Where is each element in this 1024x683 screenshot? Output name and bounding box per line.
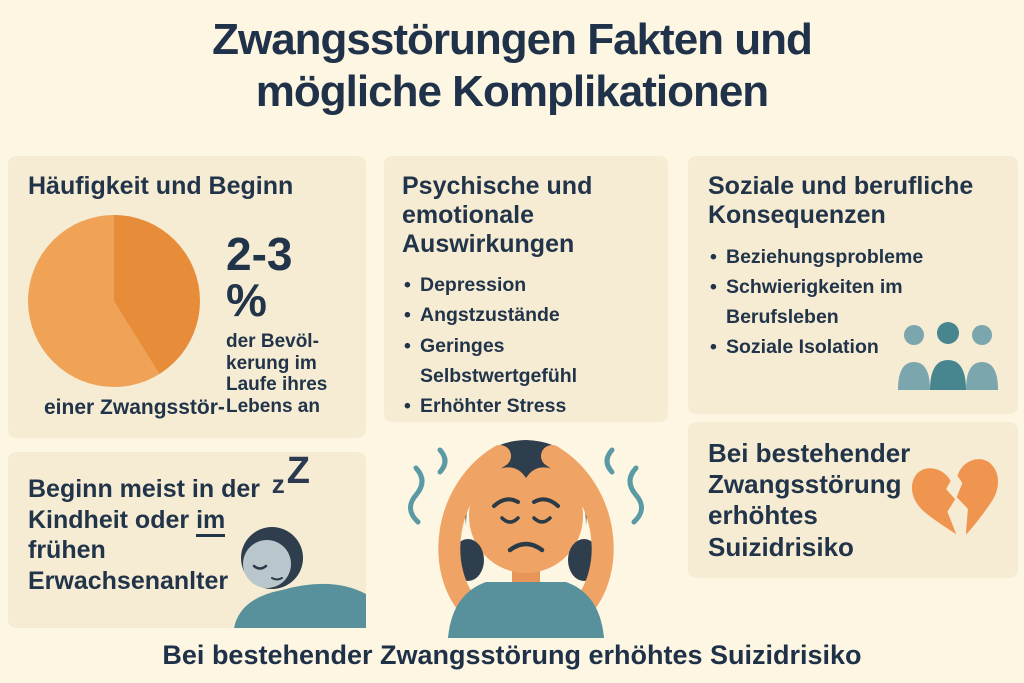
footer-text: Bei bestehender Zwangsstörung erhöhtes S… <box>162 640 862 670</box>
social-heading: Soziale und berufliche Konsequenzen <box>708 172 974 229</box>
sleep-z-large: Z <box>286 450 310 492</box>
frequency-body: 2-3 % der Bevöl- kerung im Laufe ihres L… <box>28 214 346 418</box>
stressed-person-illustration <box>408 440 644 638</box>
stressed-person-arm-right <box>541 445 614 621</box>
stress-squiggle-left <box>408 465 425 525</box>
bullet-item: Erhöhter Stress <box>402 391 650 421</box>
stressed-person-face <box>469 459 583 573</box>
prevalence-stat-block: 2-3 % der Bevöl- kerung im Laufe ihres L… <box>226 231 346 418</box>
social-bullet-list: Beziehungsprobleme Schwierigkeiten im Be… <box>708 242 998 363</box>
bullet-item: Angstzustände <box>402 300 650 330</box>
prevalence-caption: einer Zwangsstör- <box>44 396 225 419</box>
sleep-z-small: z <box>271 469 285 499</box>
panel-social: Soziale und berufliche Konsequenzen Bezi… <box>688 156 1018 414</box>
bullet-item: Beziehungsprobleme <box>708 242 998 272</box>
onset-text-underlined: im <box>196 505 226 537</box>
prevalence-pie-chart <box>28 214 200 387</box>
stressed-person-arm-left <box>438 445 511 621</box>
onset-text: Beginn meist in der Kindheit oder im frü… <box>28 474 280 596</box>
onset-text-end: frühen Erwachsenanlter <box>28 536 229 595</box>
prevalence-stat-detail: der Bevöl- kerung im Laufe ihres Lebens … <box>226 330 328 418</box>
prevalence-stat: 2-3 % <box>226 227 293 326</box>
psych-bullet-list: Depression Angstzustände Geringes Selbst… <box>402 270 650 421</box>
panel-onset: Beginn meist in der Kindheit oder im frü… <box>8 450 366 628</box>
broken-heart-icon <box>911 459 999 535</box>
sleeping-person-illustration <box>234 527 366 628</box>
frequency-heading: Häufigkeit und Beginn <box>28 172 294 200</box>
onset-text-start: Beginn meist in der Kindheit oder <box>28 475 260 534</box>
psych-heading: Psychische und emotionale Auswirkungen <box>402 172 593 258</box>
stress-squiggle-right <box>627 465 644 525</box>
bullet-item: Depression <box>402 270 650 300</box>
panel-psych: Psychische und emotionale Auswirkungen D… <box>384 156 668 422</box>
page-title: Zwangsstörungen Fakten und mögliche Komp… <box>212 15 813 116</box>
bullet-item: Schwierigkeiten im Berufsleben <box>708 272 926 332</box>
sleep-zz-text: zZ <box>271 450 310 503</box>
sleeping-person-face <box>243 540 291 588</box>
stressed-person-shirt <box>448 582 604 638</box>
group-of-three-people-icon <box>898 322 998 390</box>
suicide-risk-text: Bei bestehender Zwangsstörung erhöhtes S… <box>708 438 911 562</box>
bullet-item: Geringes Selbstwertgefühl <box>402 331 650 391</box>
panel-frequency: Häufigkeit und Beginn 2-3 % der Bevöl- k… <box>8 156 366 438</box>
panel-suicide: Bei bestehender Zwangsstörung erhöhtes S… <box>688 422 1018 578</box>
bullet-item: Soziale Isolation <box>708 332 998 362</box>
